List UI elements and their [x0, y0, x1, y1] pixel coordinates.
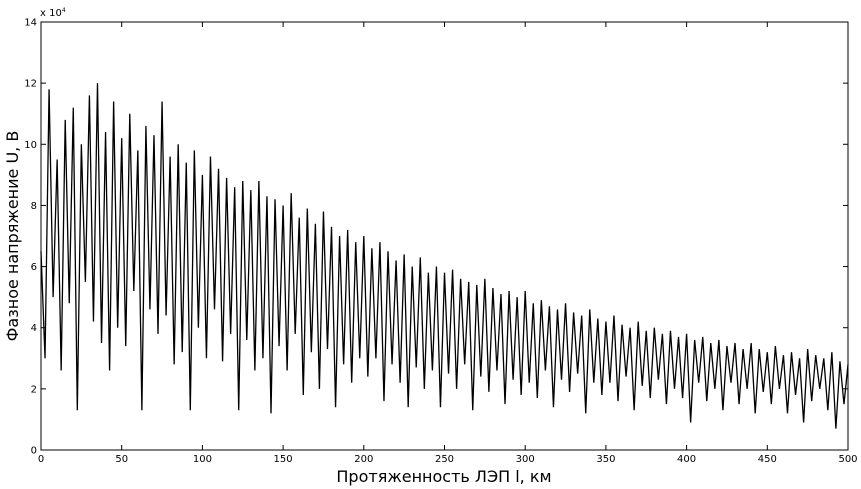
x-tick-label: 450	[758, 454, 777, 465]
x-tick-label: 100	[193, 454, 212, 465]
x-tick-label: 250	[435, 454, 454, 465]
x-tick-label: 0	[38, 454, 44, 465]
y-tick-label: 4	[31, 323, 37, 334]
x-axis-label: Протяженность ЛЭП l, км	[336, 467, 551, 486]
y-tick-label: 12	[24, 79, 37, 90]
plot-frame	[40, 21, 849, 451]
y-tick-label: 10	[24, 140, 37, 151]
y-multiplier: x 104	[40, 7, 66, 19]
x-tick-label: 350	[596, 454, 615, 465]
y-axis-label: Фазное напряжение U, В	[3, 131, 22, 342]
y-tick-label: 14	[24, 18, 37, 29]
y-multiplier-base: x 10	[40, 8, 62, 19]
y-tick-label: 6	[31, 262, 37, 273]
x-tick-label: 500	[838, 454, 857, 465]
x-tick-label: 150	[274, 454, 293, 465]
x-tick-label: 200	[354, 454, 373, 465]
y-multiplier-exp: 4	[62, 7, 66, 14]
y-tick-label: 2	[31, 384, 37, 395]
y-tick-label: 0	[31, 446, 37, 457]
x-tick-label: 300	[516, 454, 535, 465]
x-tick-label: 400	[677, 454, 696, 465]
y-tick-label: 8	[31, 201, 37, 212]
data-line	[40, 83, 849, 429]
x-tick-label: 50	[115, 454, 128, 465]
